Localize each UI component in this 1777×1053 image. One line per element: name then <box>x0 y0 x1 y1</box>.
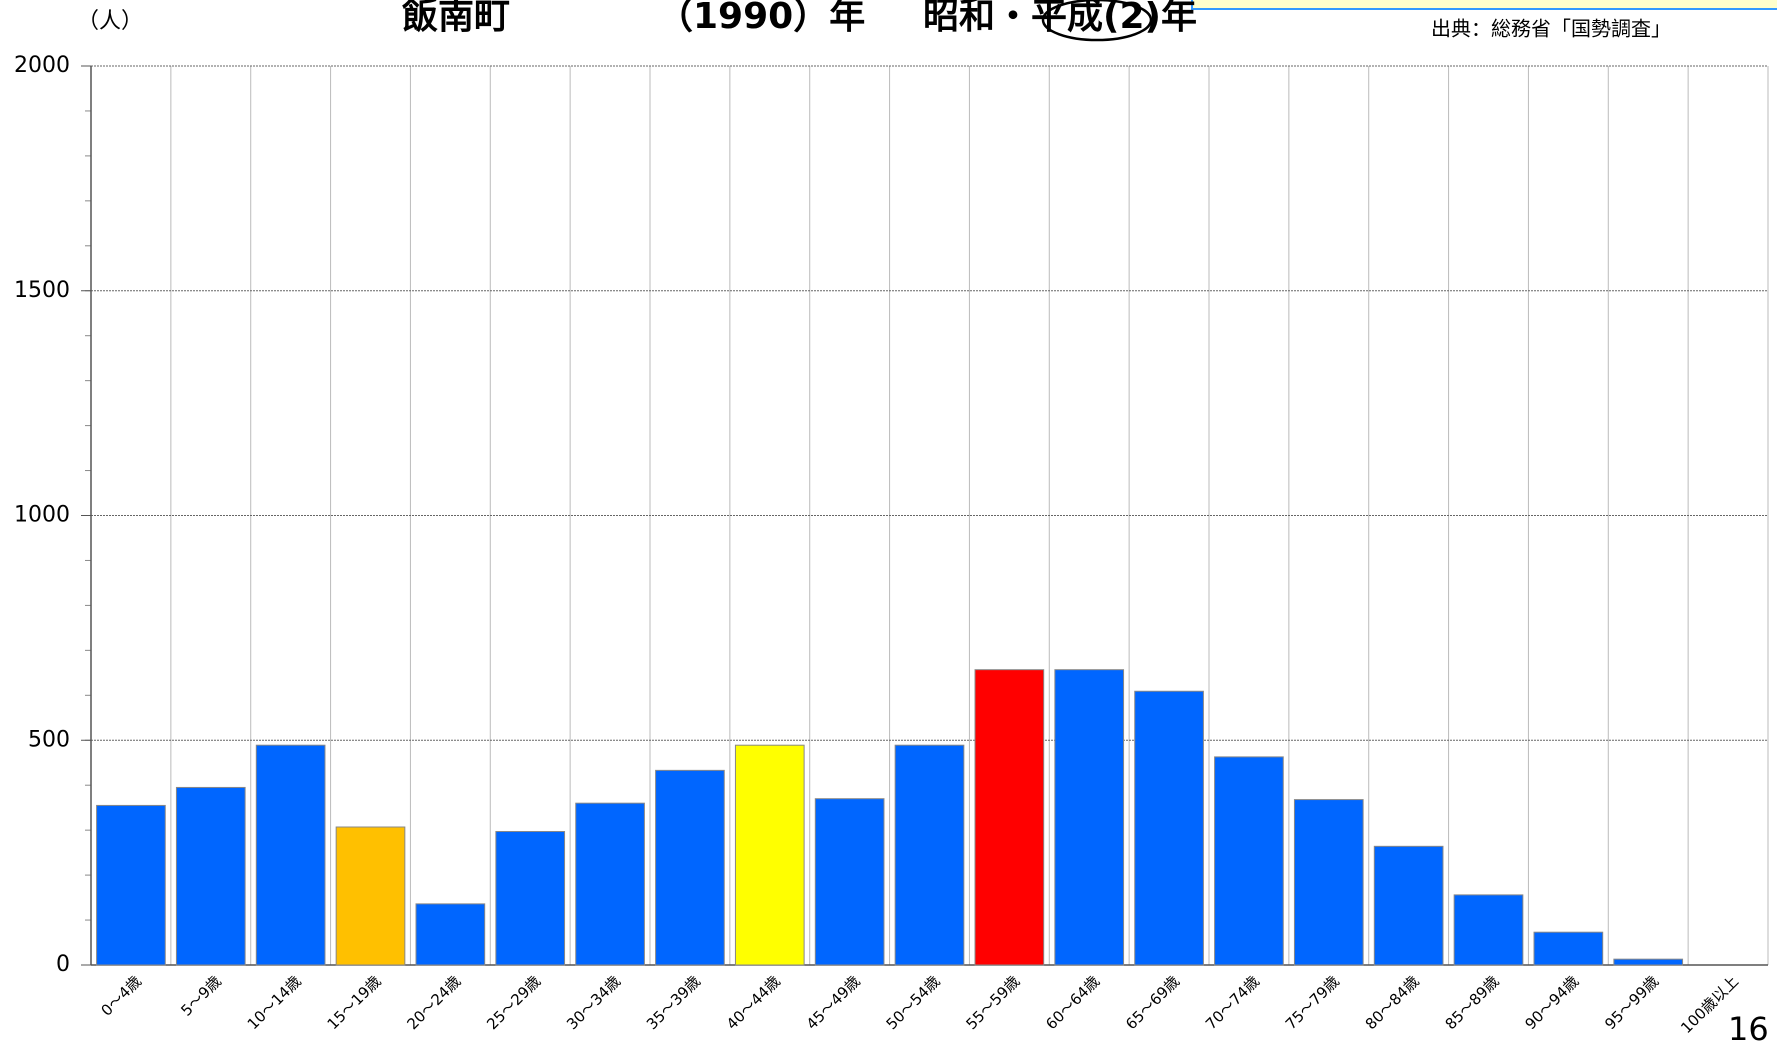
x-tick-label: 20～24歳 <box>403 972 464 1033</box>
bar <box>1613 958 1684 966</box>
x-tick-label: 80～84歳 <box>1362 972 1423 1033</box>
bar <box>1533 931 1604 966</box>
bar <box>1054 669 1125 966</box>
bar <box>495 830 566 966</box>
bar <box>1134 690 1204 966</box>
title-part: （1990）年 <box>657 0 865 37</box>
x-tick-label: 5～9歳 <box>177 972 224 1019</box>
y-tick-label: 1500 <box>14 278 70 303</box>
hand-circle <box>1041 0 1153 42</box>
title-part: 飯南町 <box>402 0 510 37</box>
y-tick-label: 500 <box>28 727 70 752</box>
x-tick-label: 60～64歳 <box>1042 972 1103 1033</box>
x-tick-label: 90～94歳 <box>1521 972 1582 1033</box>
x-tick-label: 50～54歳 <box>883 972 944 1033</box>
y-tick-label: 2000 <box>14 53 70 78</box>
x-tick-label: 55～59歳 <box>962 972 1023 1033</box>
x-tick-label: 35～39歳 <box>643 972 704 1033</box>
bar <box>734 744 805 966</box>
x-tick-label: 85～89歳 <box>1442 972 1503 1033</box>
x-tick-label: 95～99歳 <box>1601 972 1662 1033</box>
y-tick-label: 0 <box>56 952 70 977</box>
x-tick-label: 65～69歳 <box>1122 972 1183 1033</box>
x-tick-label: 25～29歳 <box>483 972 544 1033</box>
x-tick-label: 15～19歳 <box>324 972 385 1033</box>
source: 出典：総務省「国勢調査」 <box>1431 17 1671 41</box>
bar <box>175 786 246 966</box>
bar <box>1293 799 1364 966</box>
bar <box>974 669 1045 966</box>
decor-box <box>1191 0 1777 10</box>
x-tick-label: 30～34歳 <box>563 972 624 1033</box>
bar <box>1453 894 1524 966</box>
bar <box>894 744 965 966</box>
x-tick-label: 10～14歳 <box>244 972 305 1033</box>
bar <box>814 798 885 966</box>
y-tick-label: 1000 <box>14 503 70 528</box>
bar <box>415 903 486 966</box>
bar <box>1214 756 1284 966</box>
x-tick-label: 40～44歳 <box>723 972 784 1033</box>
x-tick-label: 0～4歳 <box>97 972 144 1019</box>
bar <box>255 744 326 966</box>
y-unit: （人） <box>77 9 143 34</box>
page-number: 16 <box>1728 1010 1769 1048</box>
bar <box>1373 845 1444 966</box>
bar <box>96 804 166 966</box>
bar <box>655 769 725 966</box>
bar <box>335 826 406 966</box>
x-tick-label: 70～74歳 <box>1202 972 1263 1033</box>
bar <box>575 802 645 966</box>
x-tick-label: 45～49歳 <box>803 972 864 1033</box>
x-tick-label: 75～79歳 <box>1282 972 1343 1033</box>
